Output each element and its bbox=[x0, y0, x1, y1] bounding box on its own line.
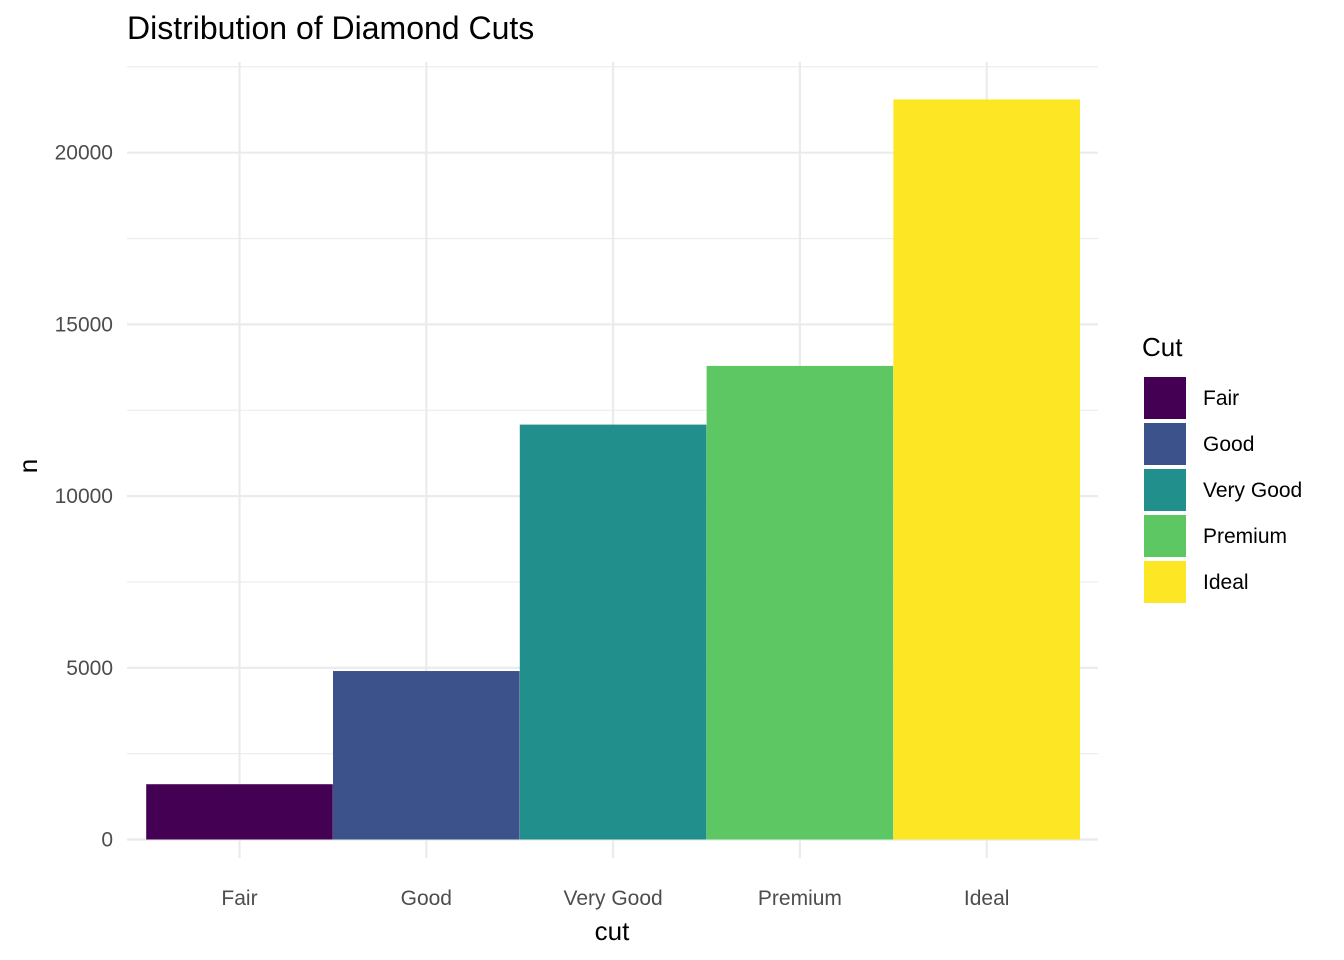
y-tick-label: 15000 bbox=[55, 313, 113, 336]
y-tick-label: 5000 bbox=[66, 657, 113, 680]
chart-title: Distribution of Diamond Cuts bbox=[127, 10, 534, 46]
x-tick-label: Premium bbox=[758, 887, 842, 910]
y-tick-label: 20000 bbox=[55, 142, 113, 165]
x-axis-ticks: Fair Good Very Good Premium Ideal bbox=[221, 887, 1009, 910]
legend-label: Fair bbox=[1203, 387, 1239, 410]
legend-key-very-good bbox=[1144, 469, 1186, 511]
y-axis-ticks: 0 5000 10000 15000 20000 bbox=[55, 142, 113, 852]
x-tick-label: Ideal bbox=[964, 887, 1010, 910]
x-tick-label: Very Good bbox=[563, 887, 662, 910]
legend-key-premium bbox=[1144, 515, 1186, 557]
bar-fair bbox=[146, 784, 333, 840]
bar-premium bbox=[706, 365, 894, 840]
legend-key-good bbox=[1144, 423, 1186, 465]
x-tick-label: Fair bbox=[221, 887, 257, 910]
legend-label: Ideal bbox=[1203, 571, 1249, 594]
bar-ideal bbox=[893, 99, 1080, 840]
y-tick-label: 0 bbox=[101, 829, 113, 852]
x-tick-label: Good bbox=[401, 887, 452, 910]
legend-title: Cut bbox=[1142, 332, 1183, 362]
bar-very-good bbox=[519, 424, 707, 840]
y-tick-label: 10000 bbox=[55, 485, 113, 508]
y-axis-title: n bbox=[13, 459, 43, 473]
legend-label: Very Good bbox=[1203, 479, 1302, 502]
legend-label: Good bbox=[1203, 433, 1254, 456]
bars bbox=[146, 99, 1080, 840]
legend-key-fair bbox=[1144, 377, 1186, 419]
legend-label: Premium bbox=[1203, 525, 1287, 548]
legend: Cut Fair Good Very Good Premium Ideal bbox=[1142, 332, 1302, 603]
legend-key-ideal bbox=[1144, 561, 1186, 603]
x-axis-title: cut bbox=[595, 916, 630, 946]
bar-good bbox=[333, 671, 520, 840]
